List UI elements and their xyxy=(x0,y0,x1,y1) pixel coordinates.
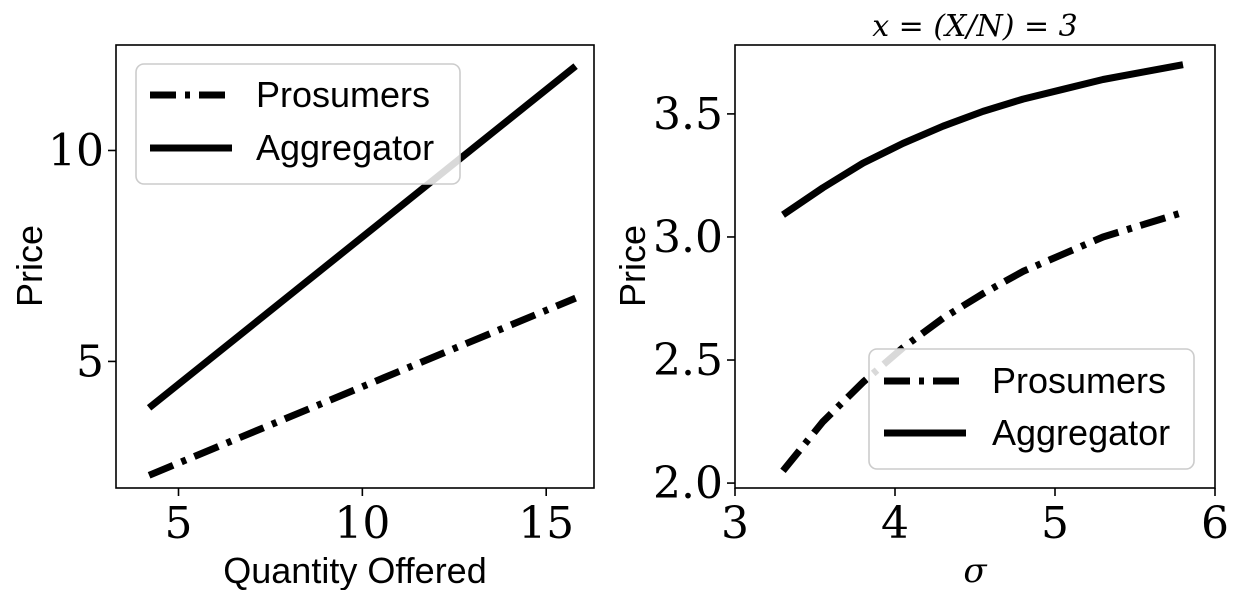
series-line-prosumers xyxy=(147,294,577,479)
right-legend: Prosumers Aggregator xyxy=(868,348,1195,470)
y-tick-label: 2.5 xyxy=(653,335,723,386)
left-legend: Prosumers Aggregator xyxy=(135,63,461,185)
y-tick-label: 2.0 xyxy=(653,458,723,509)
right-legend-label-aggregator: Aggregator xyxy=(992,412,1170,453)
left-chart: 5 10 15 5 10 Prosumers Aggregator Quantity O… xyxy=(9,44,595,590)
x-tick-label: 15 xyxy=(518,498,574,549)
left-plot-frame xyxy=(115,44,595,489)
left-xlabel: Quantity Offered xyxy=(223,550,486,590)
y-tick-label: 10 xyxy=(48,125,104,176)
right-ylabel: Price xyxy=(612,225,653,307)
left-legend-label-aggregator: Aggregator xyxy=(256,127,434,168)
x-tick-label: 6 xyxy=(1201,498,1229,549)
series-line-aggregator xyxy=(781,61,1184,218)
left-ylabel: Price xyxy=(9,225,50,307)
y-tick-label: 5 xyxy=(76,336,104,387)
right-xlabel: σ xyxy=(963,551,987,590)
right-chart: x = (X/N) = 3 3 4 5 6 2.0 2.5 3.0 3.5 Prosumers… xyxy=(612,9,1229,590)
y-tick-label: 3.5 xyxy=(653,89,723,140)
right-plot-frame xyxy=(734,44,1216,489)
series-line-prosumers xyxy=(780,209,1185,474)
x-tick-label: 3 xyxy=(721,498,749,549)
x-tick-label: 5 xyxy=(1041,498,1069,549)
right-title: x = (X/N) = 3 xyxy=(872,9,1078,44)
x-tick-label: 5 xyxy=(165,498,193,549)
x-tick-label: 10 xyxy=(334,498,390,549)
left-legend-label-prosumers: Prosumers xyxy=(256,74,430,115)
y-tick-label: 3.0 xyxy=(653,212,723,263)
x-tick-label: 4 xyxy=(881,498,909,549)
right-legend-label-prosumers: Prosumers xyxy=(992,360,1166,401)
series-line-aggregator xyxy=(146,63,578,411)
